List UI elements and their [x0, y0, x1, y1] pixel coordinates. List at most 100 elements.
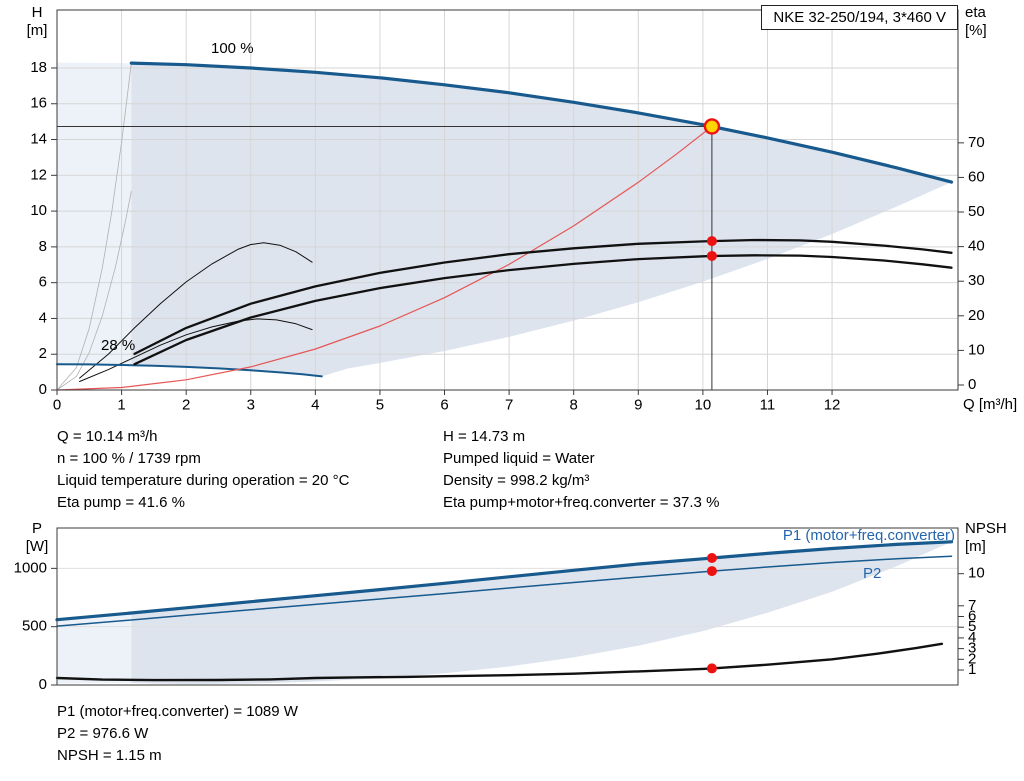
x-tick-label: 11	[760, 396, 776, 413]
x-tick-label: 6	[440, 396, 448, 413]
y2-tick-label: 20	[968, 307, 985, 324]
speed-100-label: 100 %	[211, 40, 254, 57]
h-axis-title: H [m]	[19, 4, 55, 40]
eta-pump-curve	[133, 238, 953, 356]
y-tick-label: 10	[30, 202, 47, 219]
duty-point-marker	[703, 118, 721, 135]
p1-curve-label: P1 (motor+freq.converter)	[782, 527, 955, 544]
y2-tick-label: 1	[968, 661, 976, 678]
p1-duty-dot	[706, 552, 717, 563]
result-line-p2: P2 = 976.6 W	[57, 725, 149, 742]
y2-tick-label: 30	[968, 272, 985, 289]
p-axis-title-unit: [W]	[25, 538, 49, 555]
power-results: P1 (motor+freq.converter) = 1089 W P2 = …	[57, 701, 298, 767]
h-axis-title-unit: [m]	[26, 22, 48, 39]
result-line-q: Q = 10.14 m³/h	[57, 428, 158, 445]
p2-duty-dot	[706, 566, 717, 577]
result-line-density: Density = 998.2 kg/m³	[443, 472, 590, 489]
y2-tick-label: 2	[968, 650, 976, 667]
y-tick-label: 0	[39, 676, 47, 693]
p-axis-title-symbol: P	[31, 520, 42, 537]
result-line-n: n = 100 % / 1739 rpm	[57, 450, 201, 467]
y2-tick-label: 0	[968, 376, 976, 393]
npsh-curve	[55, 642, 944, 682]
q-axis-title: Q [m³/h]	[963, 396, 1018, 413]
y-tick-label: 0	[39, 381, 47, 398]
y2-tick-label: 40	[968, 238, 985, 255]
x-tick-label: 4	[311, 396, 319, 413]
qh-chart: 0 1 2 3 4 5 6 7 8 9 10 11 12024681012141618010203040…	[30, 9, 985, 413]
plot-frame	[56, 9, 959, 391]
y2-tick-label: 10	[968, 341, 985, 358]
eta-axis-title-unit: [%]	[965, 22, 987, 39]
qh-curve-28pct	[56, 363, 323, 378]
npsh-axis-title-unit: [m]	[965, 538, 986, 555]
y-tick-label: 500	[22, 618, 47, 635]
y2-tick-label: 4	[968, 629, 976, 646]
y-tick-label: 12	[30, 166, 47, 183]
npsh-axis-title-symbol: NPSH	[965, 520, 1007, 537]
x-tick-label: 5	[376, 396, 384, 413]
y-tick-label: 1000	[14, 559, 47, 576]
speed-envelope-left	[57, 62, 132, 366]
p-axis-title: P [W]	[19, 520, 55, 556]
eta-axis-title: eta [%]	[965, 4, 987, 40]
duty-results-right: H = 14.73 m Pumped liquid = Water Densit…	[443, 426, 719, 514]
result-line-eta-pump: Eta pump = 41.6 %	[57, 494, 185, 511]
y2-tick-label: 70	[968, 134, 985, 151]
y-tick-label: 18	[30, 59, 47, 76]
x-tick-label: 12	[824, 396, 841, 413]
h-axis-title-symbol: H	[31, 4, 43, 21]
eta-total-duty-dot	[706, 250, 717, 261]
y2-tick-label: 7	[968, 597, 976, 614]
pump-type-box: NKE 32-250/194, 3*460 V	[761, 5, 958, 30]
y-tick-label: 14	[30, 130, 47, 147]
system-curve	[56, 125, 713, 391]
x-tick-label: 7	[505, 396, 513, 413]
npsh-duty-dot	[706, 663, 717, 674]
p2-curve	[56, 555, 953, 627]
x-tick-label: 1	[117, 396, 125, 413]
y-tick-label: 2	[39, 345, 47, 362]
eta-arc-reduced-speed-1	[79, 242, 313, 379]
result-line-h: H = 14.73 m	[443, 428, 526, 445]
speed-28-label: 28 %	[101, 337, 136, 354]
eta-pump-duty-dot	[706, 236, 717, 247]
y2-tick-label: 3	[968, 640, 976, 657]
eta-axis-title-symbol: eta	[965, 4, 986, 21]
y-tick-label: 8	[39, 238, 47, 255]
y2-tick-label: 60	[968, 168, 985, 185]
duty-results-left: Q = 10.14 m³/h n = 100 % / 1739 rpm Liqu…	[57, 426, 349, 514]
y-tick-label: 16	[30, 95, 47, 112]
x-tick-label: 8	[570, 396, 578, 413]
x-tick-label: 3	[247, 396, 255, 413]
y-tick-label: 6	[39, 274, 47, 291]
power-envelope	[131, 541, 952, 685]
result-line-temperature: Liquid temperature during operation = 20…	[57, 472, 350, 489]
p1-curve	[55, 540, 954, 622]
eta-total-curve	[133, 254, 953, 366]
power-envelope-left	[57, 613, 132, 684]
plot-frame	[56, 527, 959, 686]
speed-envelope	[131, 63, 952, 377]
result-line-liquid: Pumped liquid = Water	[443, 450, 595, 467]
y-tick-label: 4	[39, 309, 47, 326]
x-tick-label: 10	[695, 396, 712, 413]
x-tick-label: 2	[182, 396, 190, 413]
result-line-npsh: NPSH = 1.15 m	[57, 747, 162, 764]
y2-tick-label: 5	[968, 618, 976, 635]
eta-arc-reduced-speed-2	[79, 318, 313, 382]
x-tick-label: 9	[634, 396, 642, 413]
y2-tick-label: 6	[968, 607, 976, 624]
p2-curve-label: P2	[863, 565, 882, 582]
result-line-p1: P1 (motor+freq.converter) = 1089 W	[57, 703, 298, 720]
npsh-axis-title: NPSH [m]	[965, 520, 1007, 556]
result-line-eta-total: Eta pump+motor+freq.converter = 37.3 %	[443, 494, 720, 511]
y2-tick-label: 50	[968, 203, 985, 220]
qh-curve-100pct	[129, 61, 954, 184]
x-tick-label: 0	[53, 396, 61, 413]
y2-tick-label: 10	[968, 565, 985, 582]
